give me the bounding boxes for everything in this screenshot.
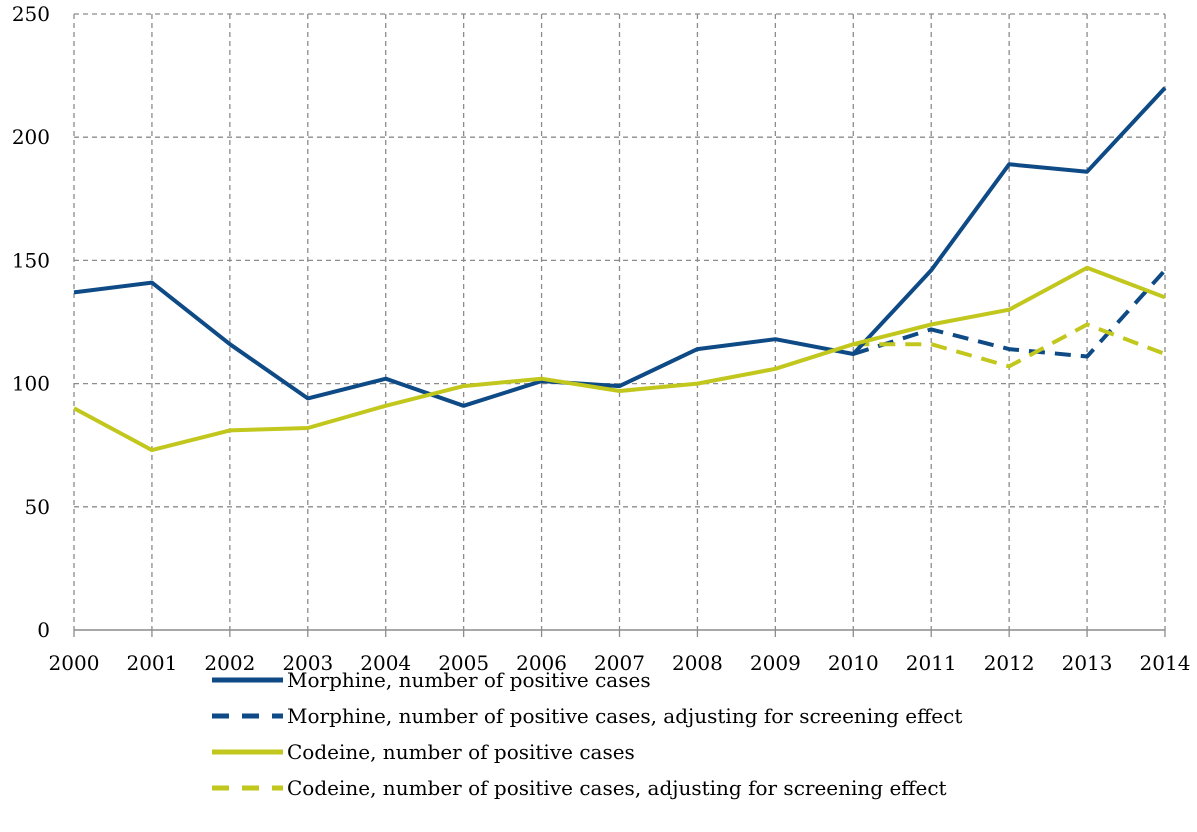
series-line-2 [852, 268, 1167, 359]
y-axis: 0 50 100 150 200 250 [12, 2, 50, 642]
x-tick-label: 2006 [516, 651, 567, 675]
x-tick-label: 2010 [828, 651, 879, 675]
y-tick-label: 250 [12, 2, 50, 26]
x-tick-label: 2004 [360, 651, 411, 675]
y-tick-label: 100 [12, 372, 50, 396]
series-lines [73, 86, 1167, 453]
series-line-3 [73, 265, 1166, 453]
legend-label: Morphine, number of positive cases [287, 668, 651, 692]
x-tick-label: 2012 [984, 651, 1035, 675]
x-tick-label: 2014 [1140, 651, 1191, 675]
x-tick-label: 2008 [672, 651, 723, 675]
legend: Morphine, number of positive cases Morphi… [212, 668, 962, 800]
x-tick-label: 2009 [750, 651, 801, 675]
grid [73, 13, 1166, 630]
series-line-4 [853, 322, 1166, 369]
x-tick-label: 2005 [438, 651, 489, 675]
legend-item: Codeine, number of positive cases [212, 740, 635, 764]
series-line-1 [73, 86, 1167, 408]
x-tick-label: 2013 [1062, 651, 1113, 675]
y-tick-label: 200 [12, 125, 50, 149]
y-tick-label: 50 [25, 495, 50, 519]
legend-label: Morphine, number of positive cases, adju… [287, 704, 962, 728]
legend-item: Morphine, number of positive cases [212, 668, 651, 692]
y-tick-label: 150 [12, 248, 50, 272]
x-tick-label: 2000 [49, 651, 100, 675]
legend-item: Codeine, number of positive cases, adjus… [212, 776, 947, 800]
legend-label: Codeine, number of positive cases, adjus… [287, 776, 947, 800]
y-tick-label: 0 [37, 618, 50, 642]
x-tick-label: 2011 [906, 651, 957, 675]
x-tick-label: 2001 [126, 651, 177, 675]
legend-item: Morphine, number of positive cases, adju… [212, 704, 962, 728]
x-tick-label: 2007 [594, 651, 645, 675]
x-tick-label: 2003 [282, 651, 333, 675]
x-axis: 2000 2001 2002 2003 2004 2005 2006 2007 2008 2009… [49, 629, 1191, 675]
legend-label: Codeine, number of positive cases [287, 740, 635, 764]
x-tick-label: 2002 [204, 651, 255, 675]
